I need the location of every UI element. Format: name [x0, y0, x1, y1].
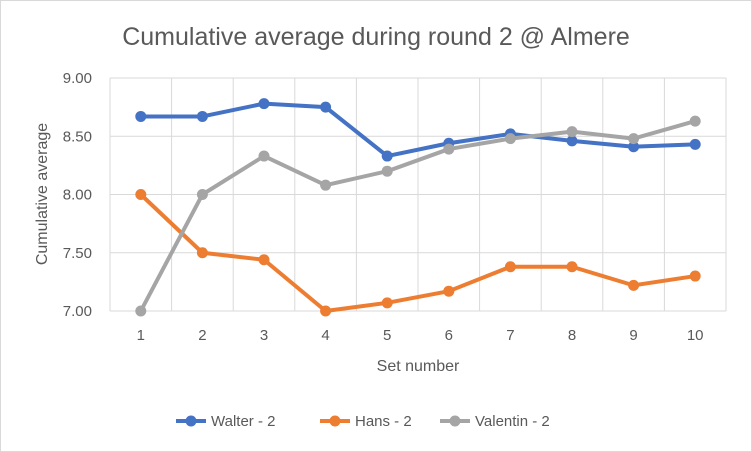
data-point — [443, 285, 455, 297]
x-tick-label: 8 — [568, 327, 576, 344]
legend-item: Walter - 2 — [176, 413, 275, 430]
data-point — [320, 179, 332, 191]
data-point — [381, 297, 393, 309]
x-tick-label: 3 — [260, 327, 268, 344]
data-point — [381, 165, 393, 177]
y-tick-label: 7.00 — [63, 303, 92, 320]
series-line — [138, 101, 698, 159]
data-point — [258, 254, 270, 266]
data-point — [196, 247, 208, 259]
y-tick-label: 8.00 — [63, 187, 92, 204]
legend-item: Valentin - 2 — [440, 413, 550, 430]
data-point — [566, 261, 578, 273]
legend-marker — [185, 415, 197, 427]
series-2 — [135, 189, 701, 317]
x-axis-label: Set number — [377, 358, 460, 375]
data-point — [258, 150, 270, 162]
data-point — [628, 279, 640, 291]
data-point — [504, 261, 516, 273]
chart-title: Cumulative average during round 2 @ Alme… — [122, 23, 630, 51]
y-axis-tick-labels: 7.00 7.50 8.00 8.50 9.00 — [63, 70, 92, 320]
series-line — [138, 192, 698, 313]
data-point — [689, 138, 701, 150]
data-point — [504, 133, 516, 145]
series-1 — [135, 98, 701, 162]
legend-label: Valentin - 2 — [475, 413, 550, 430]
data-point — [689, 115, 701, 127]
legend-marker — [449, 415, 461, 427]
data-point — [689, 270, 701, 282]
data-point — [196, 189, 208, 200]
x-tick-label: 7 — [506, 327, 514, 344]
y-tick-label: 8.50 — [63, 128, 92, 145]
data-point — [628, 141, 640, 153]
legend-item: Hans - 2 — [320, 413, 412, 430]
data-point — [320, 305, 332, 317]
series-3 — [135, 115, 701, 317]
y-tick-label: 9.00 — [63, 70, 92, 87]
data-point — [320, 101, 332, 113]
legend-marker — [329, 415, 341, 427]
x-tick-label: 6 — [445, 327, 453, 344]
data-point — [135, 189, 147, 200]
x-tick-label: 5 — [383, 327, 391, 344]
y-tick-label: 7.50 — [63, 245, 92, 262]
x-axis-tick-labels: 1 2 3 4 5 6 7 8 9 10 — [137, 327, 704, 344]
y-axis-label: Cumulative average — [34, 123, 51, 265]
legend-label: Hans - 2 — [355, 413, 412, 430]
x-tick-label: 1 — [137, 327, 145, 344]
legend-label: Walter - 2 — [211, 413, 275, 430]
data-point — [135, 110, 147, 122]
legend: Walter - 2 Hans - 2 Valentin - 2 — [176, 413, 550, 430]
x-tick-label: 9 — [629, 327, 637, 344]
data-point — [566, 126, 578, 138]
x-tick-label: 4 — [321, 327, 329, 344]
series-lines — [135, 98, 701, 317]
data-point — [628, 133, 640, 145]
data-point — [566, 135, 578, 147]
data-point — [258, 98, 270, 110]
data-point — [443, 143, 455, 155]
x-tick-label: 2 — [198, 327, 206, 344]
series-line — [138, 119, 698, 313]
data-point — [135, 305, 147, 317]
x-tick-label: 10 — [687, 327, 704, 344]
data-point — [381, 150, 393, 162]
data-point — [196, 110, 208, 122]
